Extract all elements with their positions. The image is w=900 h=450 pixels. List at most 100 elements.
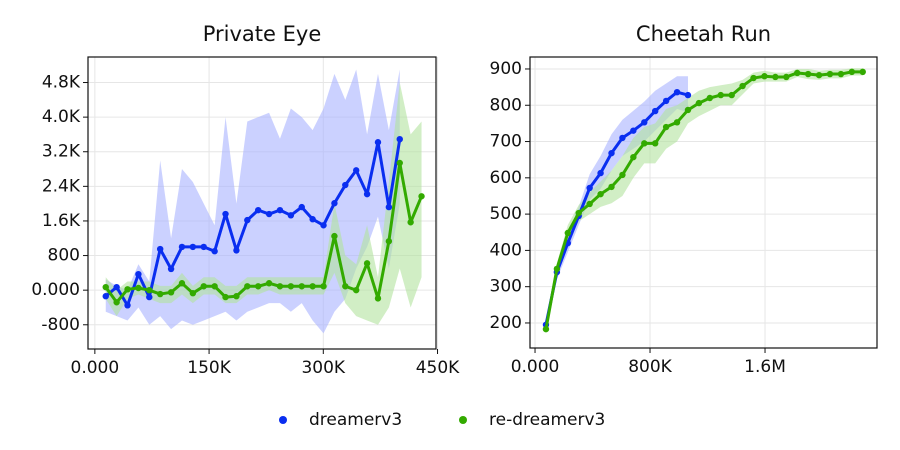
y-tick-label: 400	[490, 240, 522, 260]
legend-label: dreamerv3	[309, 410, 402, 430]
data-point	[135, 270, 142, 278]
data-point	[146, 293, 153, 301]
data-point	[608, 183, 615, 191]
data-point	[739, 82, 746, 90]
data-point	[750, 74, 757, 82]
data-point	[200, 243, 207, 251]
data-point	[608, 149, 615, 157]
data-point	[575, 209, 582, 217]
plot-frame	[87, 56, 437, 350]
series-line	[104, 138, 402, 307]
data-point	[342, 181, 349, 189]
data-point	[124, 286, 131, 293]
data-point	[837, 70, 845, 78]
y-tick-label: 1.6K	[42, 211, 81, 231]
data-point	[254, 283, 262, 290]
data-point	[331, 200, 338, 207]
data-point	[815, 71, 823, 79]
data-point	[597, 169, 604, 177]
x-tick-label: 800K	[628, 357, 672, 377]
data-point	[662, 97, 670, 105]
y-tick-label: 300	[490, 277, 522, 297]
y-tick-label: 700	[490, 132, 522, 152]
legend-label: re-dreamerv3	[489, 410, 605, 430]
data-point	[298, 203, 305, 211]
y-tick-label: 200	[490, 313, 522, 333]
data-point	[167, 265, 175, 273]
data-point	[396, 159, 403, 167]
data-point	[211, 248, 218, 255]
data-point	[848, 68, 856, 76]
data-point	[320, 222, 327, 229]
data-point	[178, 280, 186, 287]
data-point	[254, 206, 262, 214]
data-point	[542, 325, 550, 333]
data-point	[189, 289, 197, 297]
data-point	[233, 247, 240, 254]
data-point	[244, 216, 251, 224]
data-point	[684, 106, 692, 114]
data-point	[761, 73, 768, 80]
data-point	[385, 203, 393, 211]
plot-frame	[529, 56, 878, 349]
data-point	[265, 280, 273, 287]
data-point	[287, 212, 295, 219]
data-point	[342, 283, 349, 290]
data-point	[553, 265, 561, 273]
data-point	[684, 91, 692, 99]
y-tick-label: 0.000	[31, 280, 80, 300]
data-point	[331, 232, 338, 240]
data-point	[564, 229, 572, 237]
data-point	[385, 238, 393, 245]
data-point	[586, 200, 593, 208]
chart-title: Private Eye	[203, 22, 322, 46]
data-point	[244, 283, 251, 290]
data-point	[276, 206, 284, 214]
data-point	[113, 299, 120, 306]
data-point	[641, 119, 648, 126]
error-band	[105, 82, 422, 325]
data-point	[794, 69, 801, 77]
data-point	[276, 283, 284, 290]
y-tick-label: 4.0K	[42, 107, 81, 127]
x-tick-label: 0.000	[511, 357, 560, 377]
data-point	[309, 283, 316, 290]
data-point	[222, 293, 229, 301]
x-tick-label: 0.000	[71, 358, 120, 378]
data-point	[717, 91, 724, 99]
error-band	[545, 76, 688, 329]
data-point	[309, 216, 316, 223]
data-point	[352, 286, 360, 294]
data-point	[630, 153, 637, 161]
data-point	[265, 210, 273, 218]
y-tick-label: -800	[41, 315, 80, 335]
data-point	[641, 140, 648, 147]
x-tick-label: 300K	[301, 358, 345, 378]
data-point	[156, 245, 164, 253]
x-tick-label: 150K	[187, 358, 231, 378]
data-point	[728, 91, 735, 99]
data-point	[418, 193, 425, 200]
error-band	[545, 68, 863, 333]
data-point	[695, 99, 703, 107]
data-point	[352, 167, 360, 174]
data-point	[320, 283, 327, 290]
data-point	[233, 293, 240, 300]
y-tick-label: 3.2K	[42, 142, 81, 162]
data-point	[396, 135, 403, 143]
data-point	[363, 190, 371, 198]
data-point	[804, 70, 812, 78]
data-point	[652, 140, 659, 147]
data-point	[826, 70, 834, 78]
x-tick-label: 450K	[416, 358, 460, 378]
data-point	[706, 94, 714, 102]
data-point	[673, 119, 681, 126]
data-point	[597, 190, 604, 198]
data-point	[772, 73, 779, 81]
data-point	[374, 295, 382, 302]
y-tick-label: 2.4K	[42, 176, 81, 196]
x-tick-label: 1.6M	[744, 357, 786, 377]
data-point	[586, 184, 593, 192]
data-point	[113, 283, 120, 291]
